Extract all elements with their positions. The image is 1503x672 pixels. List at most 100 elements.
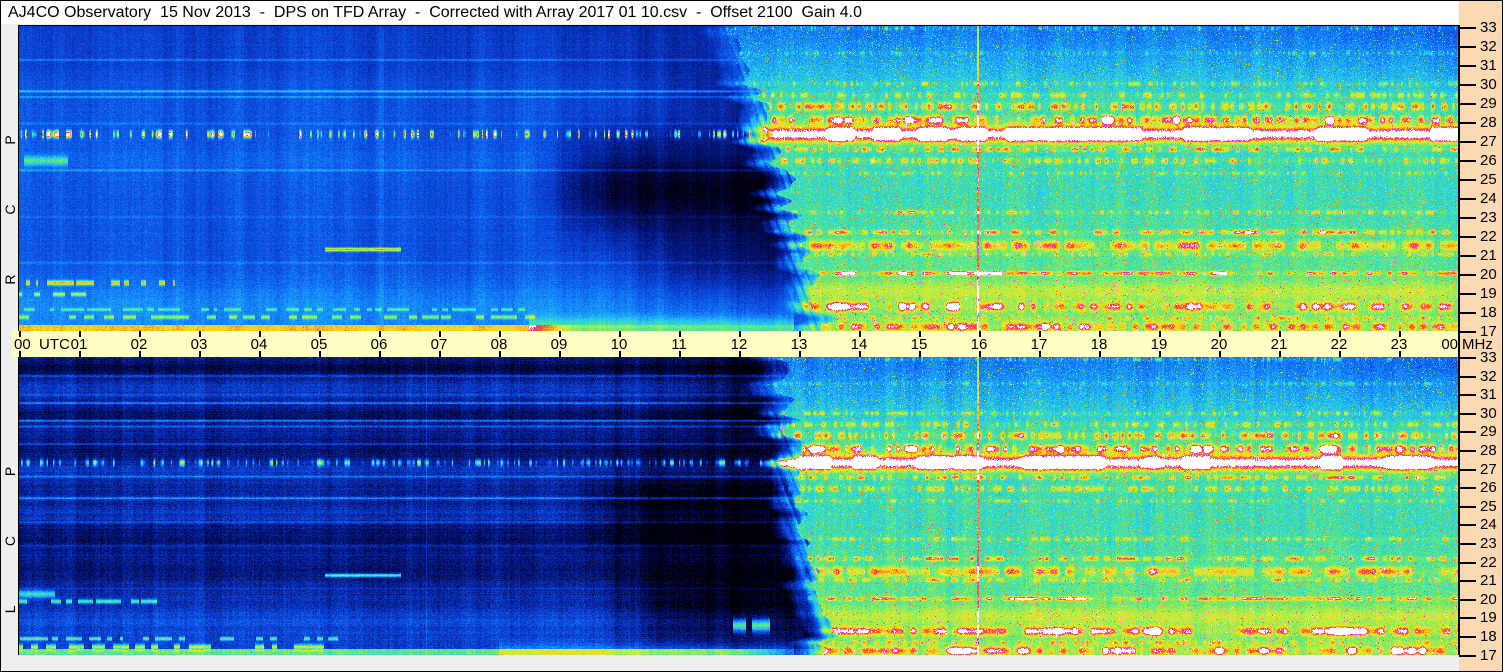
time-tick bbox=[799, 351, 801, 357]
window-title: AJ4CO Observatory 15 Nov 2013 - DPS on T… bbox=[8, 4, 863, 21]
time-label: 11 bbox=[671, 336, 687, 353]
time-tick bbox=[679, 331, 681, 337]
time-tick bbox=[559, 331, 561, 337]
frequency-axis: MHz 33 32 31 30 29 28 27 26 25 24 23 22 21 20 19 18 17 33… bbox=[1459, 1, 1502, 671]
time-label: 04 bbox=[250, 336, 268, 353]
time-tick bbox=[1279, 331, 1281, 337]
time-tick bbox=[1039, 331, 1041, 337]
time-tick bbox=[1399, 351, 1401, 357]
freq-tick bbox=[1460, 469, 1476, 471]
time-label: 13 bbox=[790, 336, 808, 353]
time-tick bbox=[79, 331, 81, 337]
time-label: 18 bbox=[1090, 336, 1108, 353]
time-tick bbox=[79, 351, 81, 357]
freq-tick bbox=[1460, 46, 1476, 48]
time-tick bbox=[1159, 331, 1161, 337]
freq-tick bbox=[1460, 274, 1476, 276]
time-label: 21 bbox=[1270, 336, 1288, 353]
time-label: 03 bbox=[190, 336, 208, 353]
time-axis: UTC 00 01 02 03 04 05 06 07 08 09 10 11 12 13 14 15 16 17… bbox=[12, 331, 1461, 357]
time-label: 00 bbox=[14, 336, 31, 353]
spectrogram-lcp-canvas[interactable] bbox=[18, 357, 1459, 655]
time-label: 14 bbox=[850, 336, 868, 353]
freq-label: 20 bbox=[1480, 266, 1497, 283]
freq-label: 17 bbox=[1480, 323, 1497, 340]
polarization-label-rcp: R C P bbox=[2, 107, 18, 285]
freq-tick bbox=[1460, 450, 1476, 452]
time-label: 08 bbox=[490, 336, 508, 353]
time-tick bbox=[259, 351, 261, 357]
time-label: 19 bbox=[1150, 336, 1168, 353]
time-tick bbox=[499, 351, 501, 357]
freq-tick bbox=[1460, 636, 1476, 638]
time-label: 02 bbox=[130, 336, 148, 353]
frequency-axis-line bbox=[1458, 25, 1460, 657]
freq-tick bbox=[1460, 65, 1476, 67]
time-tick bbox=[379, 331, 381, 337]
freq-tick bbox=[1460, 236, 1476, 238]
time-tick bbox=[199, 351, 201, 357]
freq-tick bbox=[1460, 103, 1476, 105]
freq-tick bbox=[1460, 141, 1476, 143]
time-tick bbox=[739, 331, 741, 337]
bottom-margin bbox=[1, 655, 1459, 671]
time-tick bbox=[919, 331, 921, 337]
time-label: 15 bbox=[910, 336, 928, 353]
mhz-label: MHz bbox=[1462, 336, 1493, 353]
time-tick bbox=[319, 331, 321, 337]
left-axis-strip bbox=[1, 24, 18, 671]
freq-label: 25 bbox=[1480, 498, 1497, 515]
freq-tick bbox=[1460, 122, 1476, 124]
freq-tick bbox=[1460, 27, 1476, 29]
freq-tick bbox=[1460, 394, 1476, 396]
time-tick bbox=[1399, 331, 1401, 337]
time-tick bbox=[1099, 331, 1101, 337]
freq-label: 22 bbox=[1480, 228, 1497, 245]
freq-tick bbox=[1460, 562, 1476, 564]
freq-tick bbox=[1460, 160, 1476, 162]
freq-tick bbox=[1460, 179, 1476, 181]
freq-tick bbox=[1460, 84, 1476, 86]
freq-tick bbox=[1460, 655, 1476, 657]
utc-label: UTC bbox=[39, 336, 70, 353]
time-label: 16 bbox=[970, 336, 988, 353]
freq-label: 21 bbox=[1480, 247, 1497, 264]
time-tick bbox=[1339, 331, 1341, 337]
time-tick bbox=[1219, 351, 1221, 357]
time-tick bbox=[439, 331, 441, 337]
freq-tick bbox=[1460, 293, 1476, 295]
freq-label: 20 bbox=[1480, 591, 1497, 608]
freq-label: 18 bbox=[1480, 628, 1497, 645]
freq-label: 18 bbox=[1480, 304, 1497, 321]
freq-tick bbox=[1460, 487, 1476, 489]
freq-tick bbox=[1460, 331, 1476, 333]
time-label: 09 bbox=[550, 336, 568, 353]
time-tick bbox=[679, 351, 681, 357]
time-tick bbox=[979, 331, 981, 337]
title-bar: AJ4CO Observatory 15 Nov 2013 - DPS on T… bbox=[1, 1, 1458, 24]
time-tick bbox=[1039, 351, 1041, 357]
freq-label: 27 bbox=[1480, 461, 1497, 478]
freq-tick bbox=[1460, 376, 1476, 378]
freq-label: 22 bbox=[1480, 554, 1497, 571]
polarization-label-lcp: L C P bbox=[2, 438, 18, 614]
time-label: 06 bbox=[370, 336, 388, 353]
freq-label: 21 bbox=[1480, 572, 1497, 589]
freq-label: 19 bbox=[1480, 609, 1497, 626]
freq-tick bbox=[1460, 543, 1476, 545]
freq-label: 19 bbox=[1480, 285, 1497, 302]
freq-tick bbox=[1460, 255, 1476, 257]
freq-label: 28 bbox=[1480, 114, 1497, 131]
time-tick bbox=[619, 331, 621, 337]
time-label: 00 bbox=[1441, 336, 1458, 353]
freq-label: 31 bbox=[1480, 386, 1497, 403]
spectrogram-rcp-canvas[interactable] bbox=[18, 25, 1459, 331]
freq-tick bbox=[1460, 198, 1476, 200]
time-tick bbox=[19, 351, 21, 357]
time-tick bbox=[19, 331, 21, 337]
freq-label: 33 bbox=[1480, 349, 1497, 366]
freq-label: 32 bbox=[1480, 368, 1497, 385]
time-tick bbox=[1219, 331, 1221, 337]
time-label: 07 bbox=[430, 336, 448, 353]
time-tick bbox=[439, 351, 441, 357]
